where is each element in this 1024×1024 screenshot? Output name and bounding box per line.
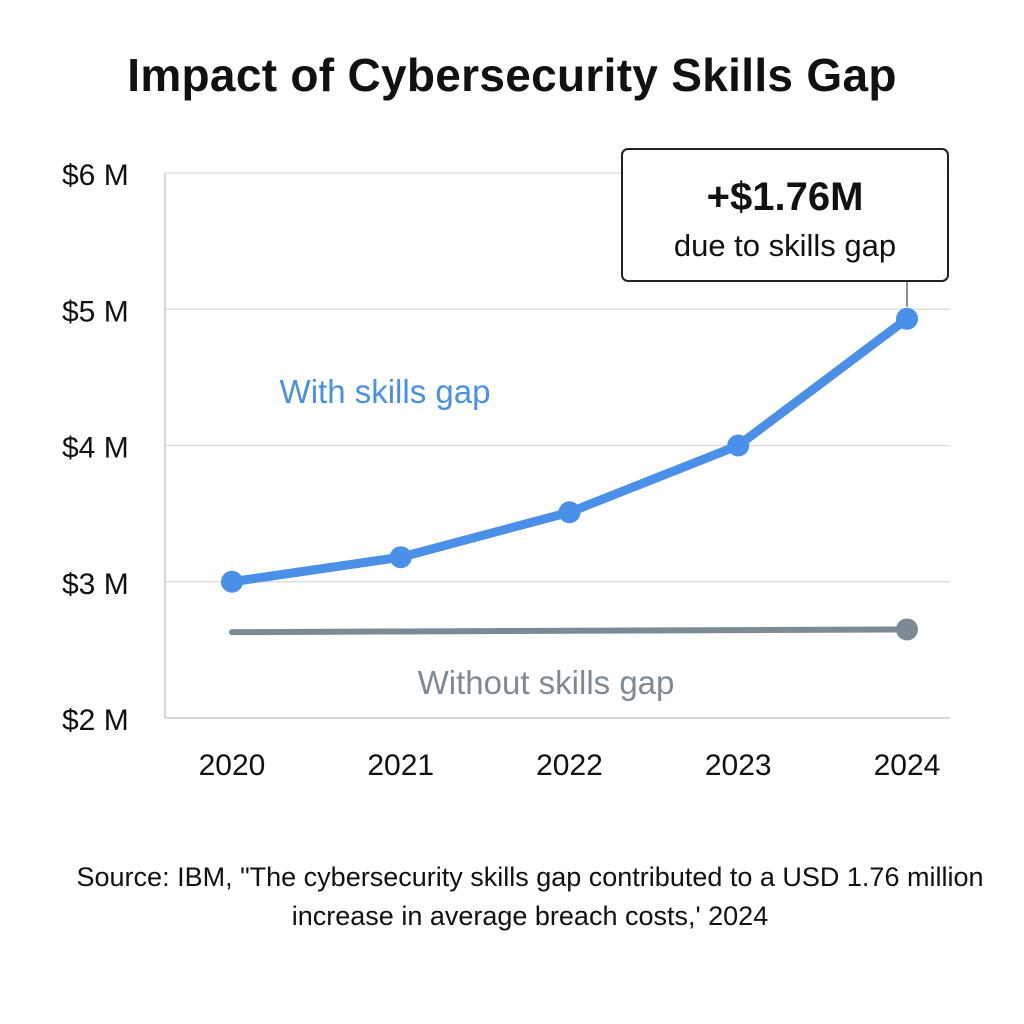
source-note: Source: IBM, "The cybersecurity skills g… xyxy=(76,862,984,931)
series-label-with-skills-gap: With skills gap xyxy=(280,373,491,410)
x-tick-label: 2020 xyxy=(199,749,266,782)
x-tick-label: 2021 xyxy=(367,749,434,782)
x-tick-label: 2022 xyxy=(536,749,603,782)
y-tick-label: $6 M xyxy=(62,159,129,192)
annotation-box xyxy=(621,148,949,282)
series-label-without-skills-gap: Without skills gap xyxy=(418,664,675,701)
data-point-with-skills-gap xyxy=(221,570,243,593)
chart-title: Impact of Cybersecurity Skills Gap xyxy=(127,49,897,101)
x-tick-label: 2024 xyxy=(874,749,941,782)
data-point-with-skills-gap xyxy=(389,546,412,569)
series-line-without-skills-gap xyxy=(229,626,910,636)
data-point-without-skills-gap xyxy=(896,618,918,641)
series-line-with-skills-gap xyxy=(227,314,912,587)
y-tick-label: $3 M xyxy=(62,568,129,601)
y-tick-label: $4 M xyxy=(62,432,129,465)
annotation-value: +$1.76M xyxy=(707,175,864,219)
annotation-text: due to skills gap xyxy=(674,228,896,263)
data-point-with-skills-gap xyxy=(727,434,750,457)
data-point-with-skills-gap xyxy=(558,501,581,524)
y-tick-label: $5 M xyxy=(62,295,129,328)
y-tick-label: $2 M xyxy=(62,704,129,737)
data-point-with-skills-gap xyxy=(896,307,918,330)
x-tick-label: 2023 xyxy=(705,749,772,782)
